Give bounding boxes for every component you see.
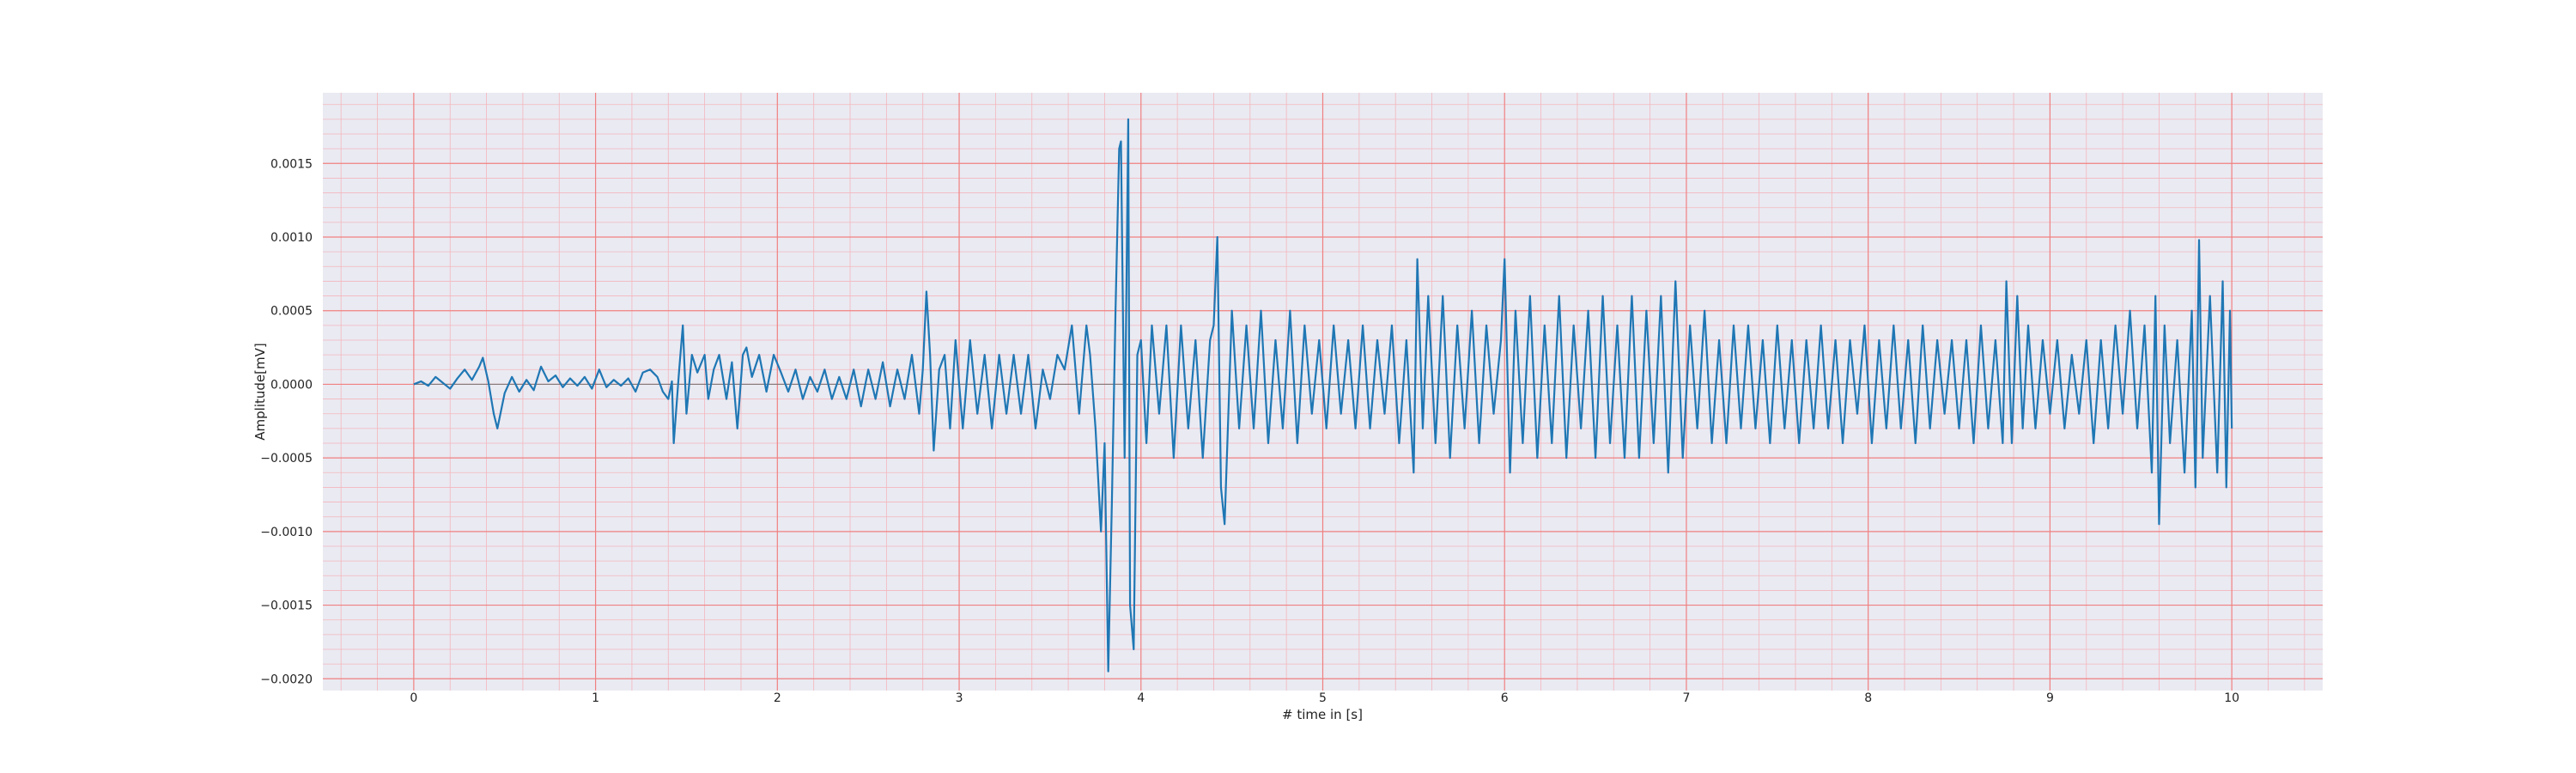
x-tick-label: 6 [1501,691,1509,705]
y-tick-label: 0.0005 [270,305,313,319]
series-line [413,118,2233,673]
y-axis-ticks: 0.0015 0.0010 0.0005 0.0000 −0.0005 −0.0010 −0… [260,157,313,686]
y-tick-label: 0.0015 [270,157,313,171]
x-tick-label: 0 [410,691,417,705]
y-tick-label: −0.0010 [260,526,313,539]
x-axis-label: # time in [s] [1282,707,1363,722]
x-tick-label: 10 [2224,691,2239,705]
x-axis-ticks: 0 1 2 3 4 5 6 7 8 9 10 [410,691,2239,705]
y-tick-label: 0.0010 [270,231,313,245]
y-tick-label: 0.0000 [270,378,313,392]
y-tick-label: −0.0005 [260,452,313,466]
x-tick-label: 8 [1864,691,1872,705]
x-tick-label: 3 [956,691,963,705]
x-tick-label: 7 [1682,691,1690,705]
x-tick-label: 1 [592,691,599,705]
x-tick-label: 4 [1137,691,1145,705]
x-tick-label: 5 [1319,691,1327,705]
x-tick-label: 2 [774,691,781,705]
x-tick-label: 9 [2046,691,2054,705]
y-tick-label: −0.0015 [260,600,313,613]
y-tick-label: −0.0020 [260,673,313,686]
y-axis-label: Amplitude[mV] [252,343,268,440]
